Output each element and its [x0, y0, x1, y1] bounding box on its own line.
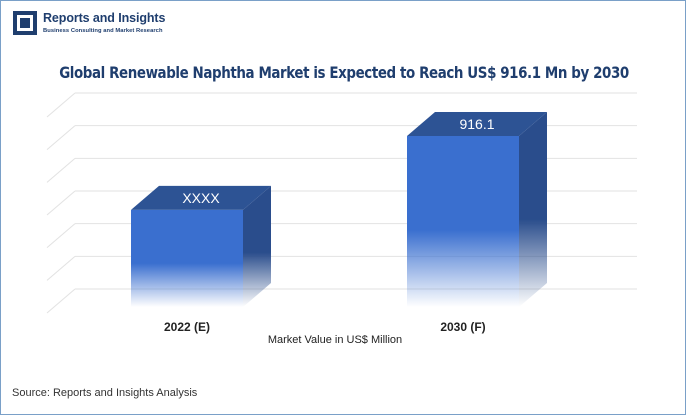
- gridline-slant: [46, 255, 76, 281]
- source-note: Source: Reports and Insights Analysis: [12, 387, 198, 399]
- bar-side-face: [243, 185, 271, 307]
- gridline-slant: [46, 288, 76, 314]
- bar: [407, 111, 547, 308]
- gridline-slant: [46, 125, 76, 151]
- data-label: 916.1: [459, 116, 494, 132]
- bar-top-face: [131, 185, 271, 210]
- bar-front-face: [131, 209, 243, 307]
- brand-name: Reports and Insights: [43, 11, 166, 25]
- gridline-slant: [46, 190, 76, 216]
- gridline-slant: [46, 92, 76, 118]
- x-axis-title: Market Value in US$ Million: [268, 334, 402, 346]
- bar: [131, 185, 271, 307]
- gridline-slant: [46, 157, 76, 183]
- brand-tagline: Business Consulting and Market Research: [43, 28, 163, 34]
- gridline-slant: [46, 223, 76, 249]
- category-label: 2022 (E): [164, 320, 210, 334]
- bar-front-face: [407, 135, 519, 307]
- category-label: 2030 (F): [440, 320, 485, 334]
- bar-side-face: [519, 111, 547, 308]
- chart-title: Global Renewable Naphtha Market is Expec…: [59, 63, 629, 82]
- brand-logo: Reports and Insights Business Consulting…: [13, 11, 165, 35]
- bar-top-face: [407, 111, 547, 136]
- square-logo-icon: [13, 11, 37, 35]
- data-label: XXXX: [182, 190, 220, 206]
